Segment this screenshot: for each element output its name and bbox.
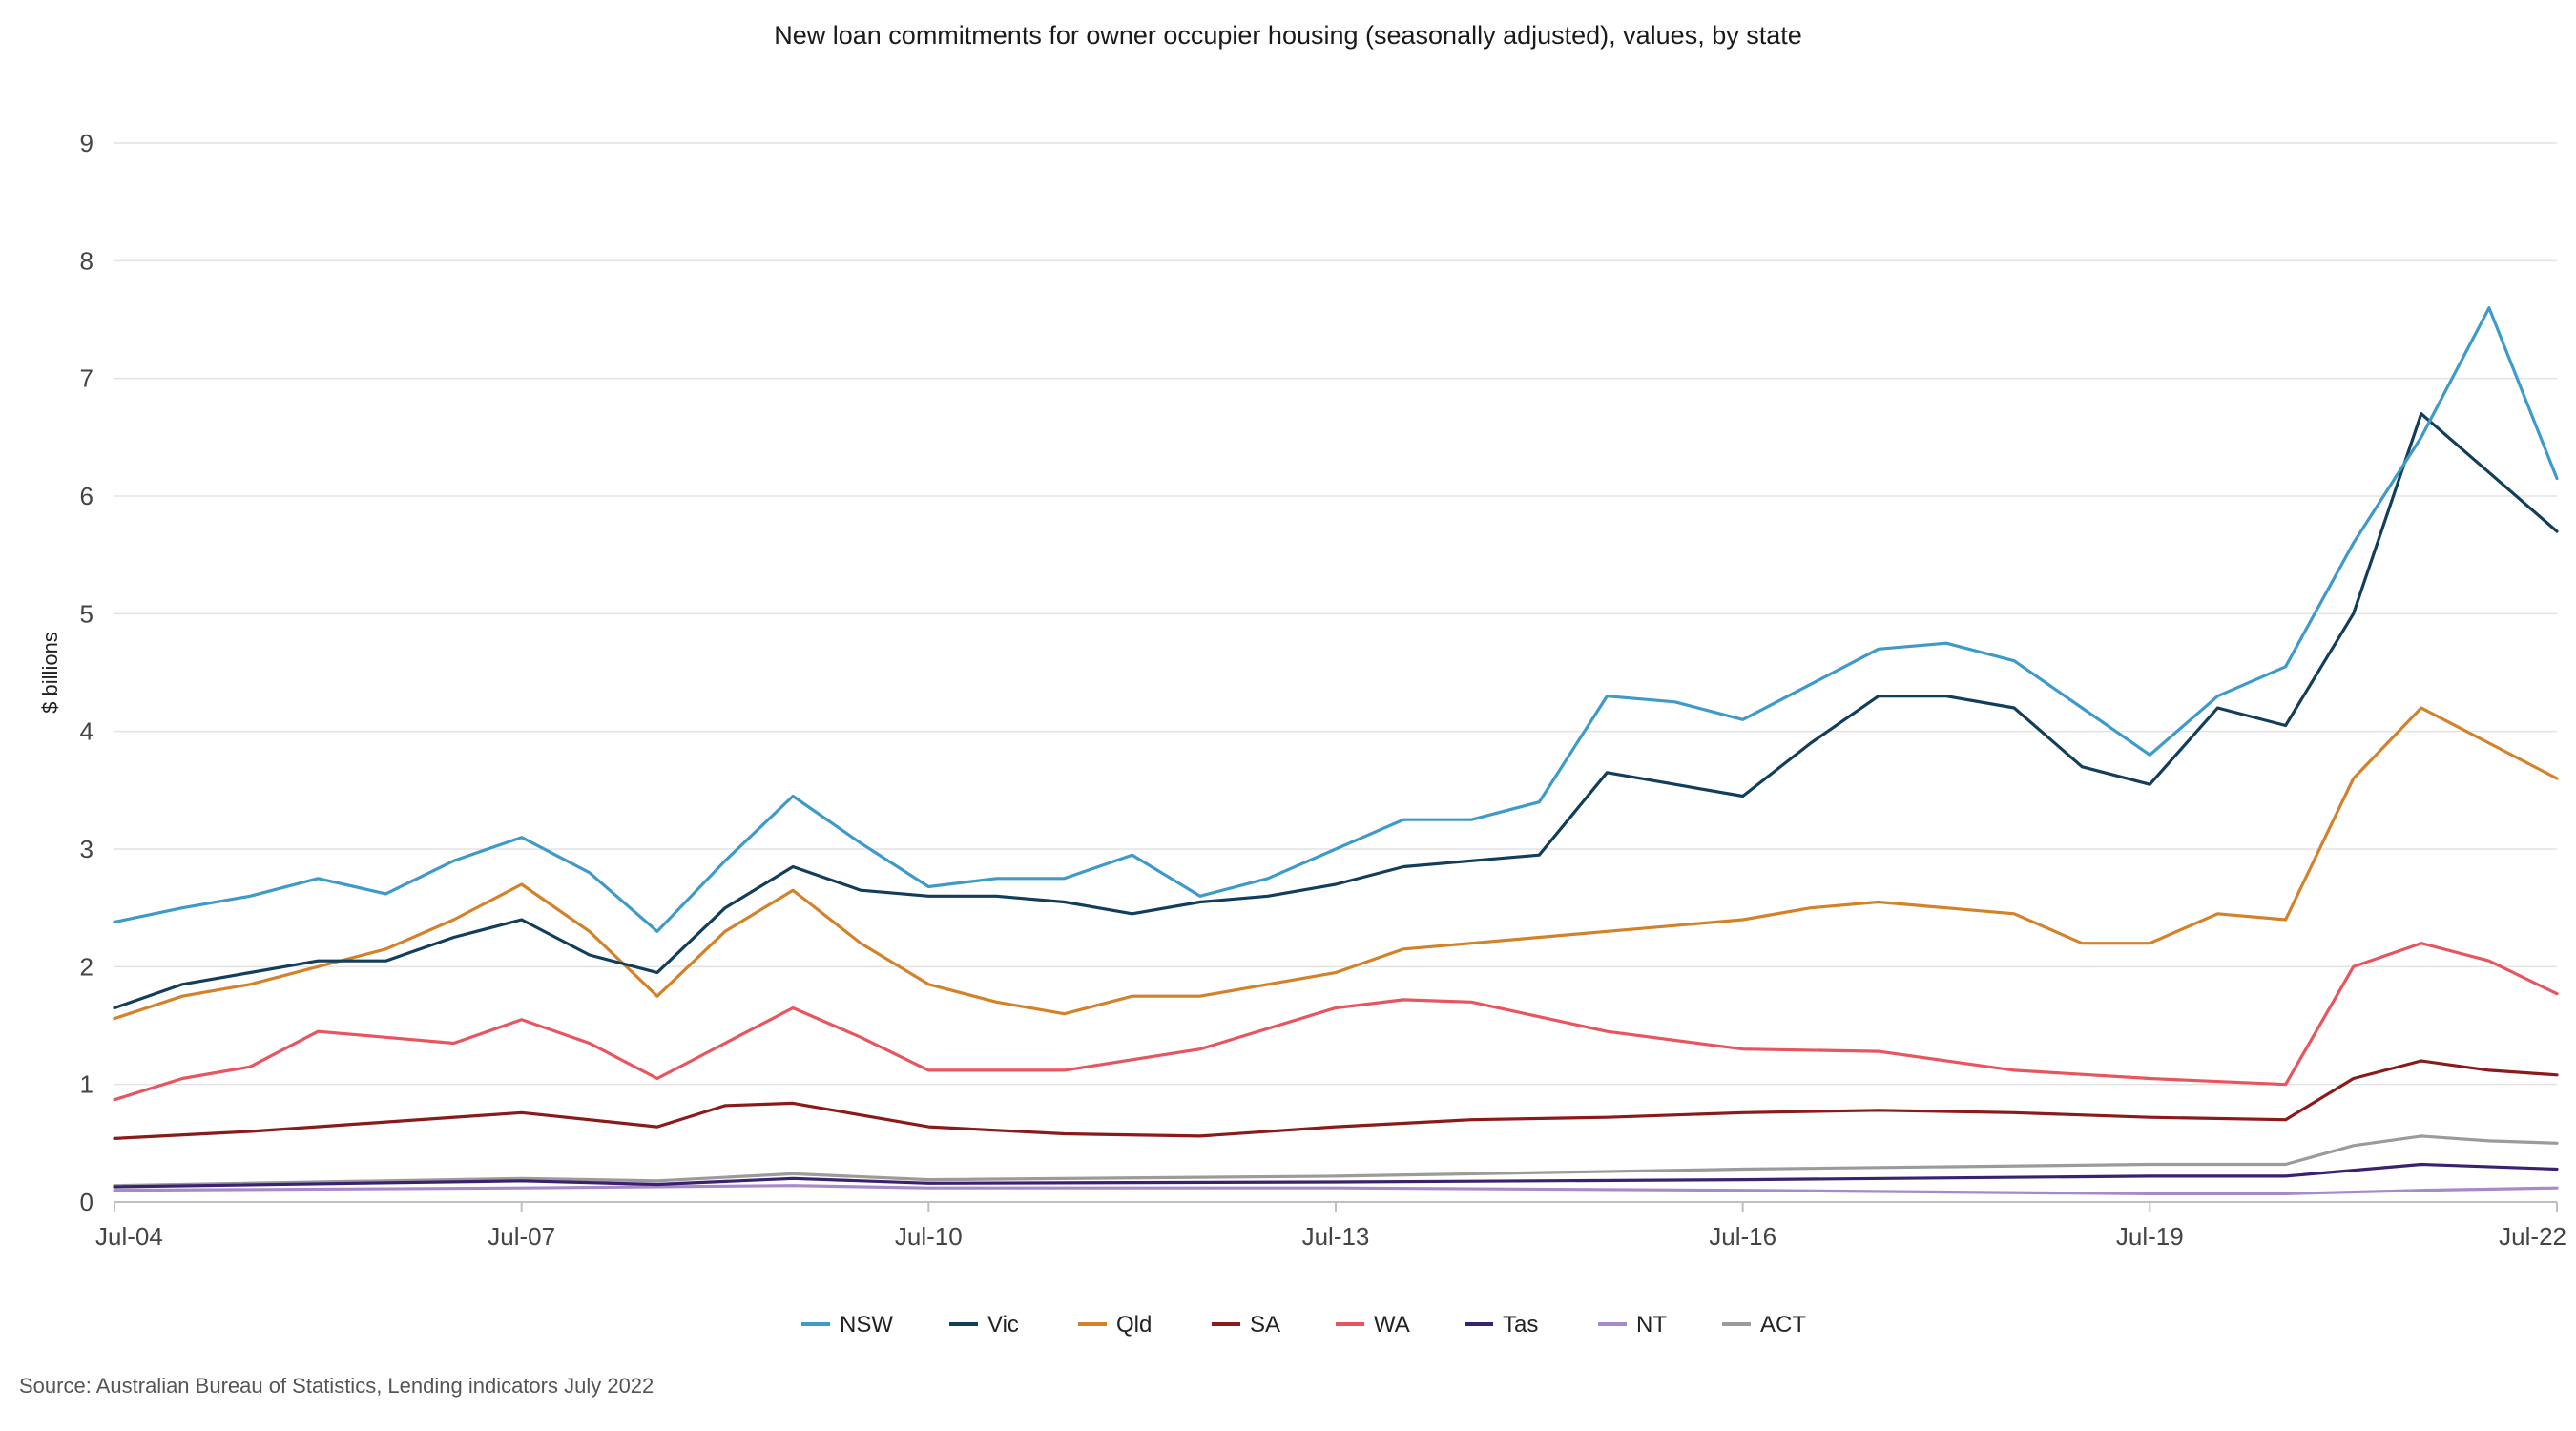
x-tick-label: Jul-13: [1302, 1222, 1370, 1251]
y-tick-label: 2: [80, 952, 93, 981]
legend-item-vic[interactable]: Vic: [949, 1312, 1019, 1338]
y-tick-label: 4: [80, 717, 93, 746]
legend-item-nsw[interactable]: NSW: [801, 1312, 893, 1338]
y-tick-label: 0: [80, 1188, 93, 1216]
legend: NSW Vic Qld SA WA Tas NT ACT: [801, 1312, 1806, 1338]
legend-label: ACT: [1760, 1312, 1806, 1338]
x-tick-label: Jul-16: [1709, 1222, 1776, 1251]
series-line-qld: [113, 706, 2559, 1021]
series-line-tas: [113, 1162, 2559, 1189]
y-tick-label: 6: [80, 482, 93, 510]
legend-label: SA: [1250, 1312, 1280, 1338]
series-line-act: [113, 1134, 2559, 1188]
legend-item-nt[interactable]: NT: [1598, 1312, 1667, 1338]
series-line-sa: [113, 1059, 2559, 1141]
series-line-nt: [113, 1184, 2559, 1196]
legend-label: WA: [1374, 1312, 1410, 1338]
legend-item-qld[interactable]: Qld: [1078, 1312, 1152, 1338]
legend-label: Qld: [1116, 1312, 1152, 1338]
legend-item-tas[interactable]: Tas: [1465, 1312, 1538, 1338]
x-tick-label: Jul-19: [2116, 1222, 2184, 1251]
legend-label: NT: [1636, 1312, 1667, 1338]
axes: 0 1 2 3 4 5 6 7 8 9 Jul-04 Jul-07 Jul-10 Jul-13 Jul-16…: [80, 129, 2566, 1251]
series-line-vic: [113, 412, 2559, 1010]
legend-label: Tas: [1503, 1312, 1538, 1338]
legend-label: NSW: [840, 1312, 893, 1338]
x-tick-label: Jul-04: [95, 1222, 163, 1251]
legend-item-sa[interactable]: SA: [1212, 1312, 1280, 1338]
gridlines: [114, 142, 2557, 1086]
source-note: Source: Australian Bureau of Statistics,…: [19, 1374, 654, 1398]
series-line-wa: [113, 942, 2559, 1102]
y-tick-label: 3: [80, 835, 93, 863]
y-axis-label: $ billions: [38, 632, 62, 714]
legend-item-wa[interactable]: WA: [1336, 1312, 1410, 1338]
series-line-nsw: [113, 306, 2559, 933]
y-tick-label: 5: [80, 599, 93, 628]
x-tick-label: Jul-22: [2499, 1222, 2566, 1251]
x-tick-label: Jul-07: [488, 1222, 555, 1251]
series-lines: [113, 306, 2559, 1196]
chart-title: New loan commitments for owner occupier …: [774, 21, 1802, 50]
y-tick-label: 9: [80, 129, 93, 157]
y-tick-label: 7: [80, 364, 93, 393]
y-tick-label: 1: [80, 1070, 93, 1099]
legend-item-act[interactable]: ACT: [1722, 1312, 1806, 1338]
legend-label: Vic: [987, 1312, 1019, 1338]
y-tick-label: 8: [80, 246, 93, 275]
x-tick-label: Jul-10: [895, 1222, 963, 1251]
